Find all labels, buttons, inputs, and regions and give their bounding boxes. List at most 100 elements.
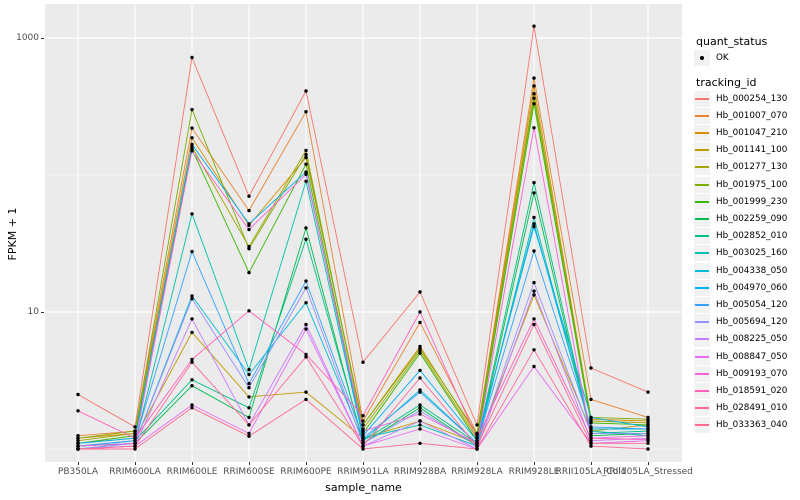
- data-point: [418, 423, 422, 427]
- data-point: [361, 419, 365, 423]
- legend-item-label: Hb_018591_020: [716, 385, 788, 396]
- y-tick-mark: [41, 37, 44, 39]
- data-point: [418, 320, 422, 325]
- legend-line-icon: [695, 97, 709, 100]
- legend-key-box: [694, 124, 710, 141]
- data-point: [532, 96, 536, 101]
- data-point: [190, 107, 194, 112]
- data-point: [304, 286, 308, 290]
- legend-item-Hb_001007_070: Hb_001007_070: [694, 107, 787, 124]
- legend-key-box: [694, 49, 710, 66]
- x-tick-label-RRIM928LA: RRIM928LA: [451, 467, 503, 477]
- x-tick-mark: [534, 462, 535, 465]
- x-tick-label-RRII105LA_Stressed: RRII105LA_Stressed: [603, 467, 693, 477]
- data-point: [190, 136, 194, 140]
- data-point: [532, 348, 536, 352]
- data-point: [418, 351, 422, 355]
- data-point: [646, 438, 650, 442]
- data-point: [247, 381, 251, 386]
- data-point: [133, 447, 137, 451]
- legend-item-label: Hb_008225_050: [716, 334, 788, 345]
- data-point: [247, 386, 251, 390]
- data-point: [76, 436, 80, 440]
- data-point: [475, 441, 479, 445]
- data-point: [646, 441, 650, 445]
- legend-item-Hb_033363_040: Hb_033363_040: [694, 417, 787, 434]
- legend-key-box: [694, 348, 710, 365]
- data-point: [589, 366, 593, 370]
- data-point: [475, 431, 479, 436]
- data-point: [361, 434, 365, 438]
- data-point: [304, 226, 308, 230]
- x-tick-mark: [192, 462, 193, 465]
- legend-key-box: [694, 245, 710, 262]
- data-point: [190, 317, 194, 321]
- legend-item-label: Hb_001999_230: [716, 196, 788, 207]
- data-point: [133, 444, 137, 448]
- data-point: [418, 441, 422, 445]
- data-point: [361, 429, 365, 433]
- legend-item-label: Hb_004970_060: [716, 282, 788, 293]
- data-point: [532, 364, 536, 369]
- x-tick-mark: [135, 462, 136, 465]
- data-point: [646, 427, 650, 431]
- legend-item-label: Hb_001007_070: [716, 110, 788, 121]
- legend-item-label: Hb_001975_100: [716, 179, 788, 190]
- data-point: [418, 409, 422, 413]
- legend-item-Hb_001047_210: Hb_001047_210: [694, 124, 787, 141]
- legend-item-label: Hb_008847_050: [716, 351, 788, 362]
- legend-item-Hb_001975_100: Hb_001975_100: [694, 176, 787, 193]
- data-point: [304, 155, 308, 160]
- legend-item-Hb_004338_050: Hb_004338_050: [694, 262, 787, 279]
- legend-line-icon: [695, 286, 709, 289]
- legend-key-box: [694, 210, 710, 227]
- legend-item-label: Hb_003025_160: [716, 248, 788, 259]
- legend-line-icon: [695, 252, 709, 255]
- data-point: [361, 360, 365, 364]
- data-point: [190, 384, 194, 388]
- legend-line-icon: [695, 217, 709, 220]
- data-point: [247, 247, 251, 251]
- data-point: [532, 84, 536, 88]
- legend-item-Hb_001277_130: Hb_001277_130: [694, 159, 787, 176]
- legend-item-Hb_004970_060: Hb_004970_060: [694, 279, 787, 296]
- x-tick-mark: [591, 462, 592, 465]
- y-tick-mark: [41, 311, 44, 313]
- data-point: [133, 439, 137, 443]
- legend-key-box: [694, 365, 710, 382]
- data-point: [646, 417, 650, 421]
- data-point: [418, 412, 422, 416]
- data-point: [418, 376, 422, 380]
- data-point: [532, 92, 536, 96]
- legend-line-icon: [695, 424, 709, 427]
- legend-item-label: Hb_009193_070: [716, 368, 788, 379]
- data-point: [247, 423, 251, 427]
- data-point: [247, 222, 251, 226]
- legend-item-label: Hb_005694_120: [716, 317, 788, 328]
- legend-key-box: [694, 107, 710, 124]
- data-point: [247, 395, 251, 399]
- data-point: [190, 142, 194, 147]
- data-point: [646, 390, 650, 394]
- legend-key-box: [694, 400, 710, 417]
- x-tick-mark: [249, 462, 250, 465]
- legend-item-Hb_001141_100: Hb_001141_100: [694, 142, 787, 159]
- data-point: [532, 224, 536, 229]
- ok-point-icon: [700, 55, 704, 60]
- data-point: [76, 447, 80, 451]
- legend-line-icon: [695, 389, 709, 392]
- data-point: [532, 249, 536, 253]
- x-tick-label-RRIM600PE: RRIM600PE: [280, 467, 332, 477]
- legend-item-Hb_005054_120: Hb_005054_120: [694, 296, 787, 313]
- legend-item-label: Hb_002852_010: [716, 231, 788, 242]
- data-point: [532, 76, 536, 80]
- x-tick-label-RRIM928LE: RRIM928LE: [508, 467, 560, 477]
- data-point: [532, 317, 536, 321]
- legend-key-box: [694, 279, 710, 296]
- data-point: [304, 152, 308, 157]
- x-tick-label-RRIM901LA: RRIM901LA: [337, 467, 389, 477]
- legend-item-Hb_008847_050: Hb_008847_050: [694, 348, 787, 365]
- data-point: [532, 222, 536, 226]
- data-point: [247, 309, 251, 313]
